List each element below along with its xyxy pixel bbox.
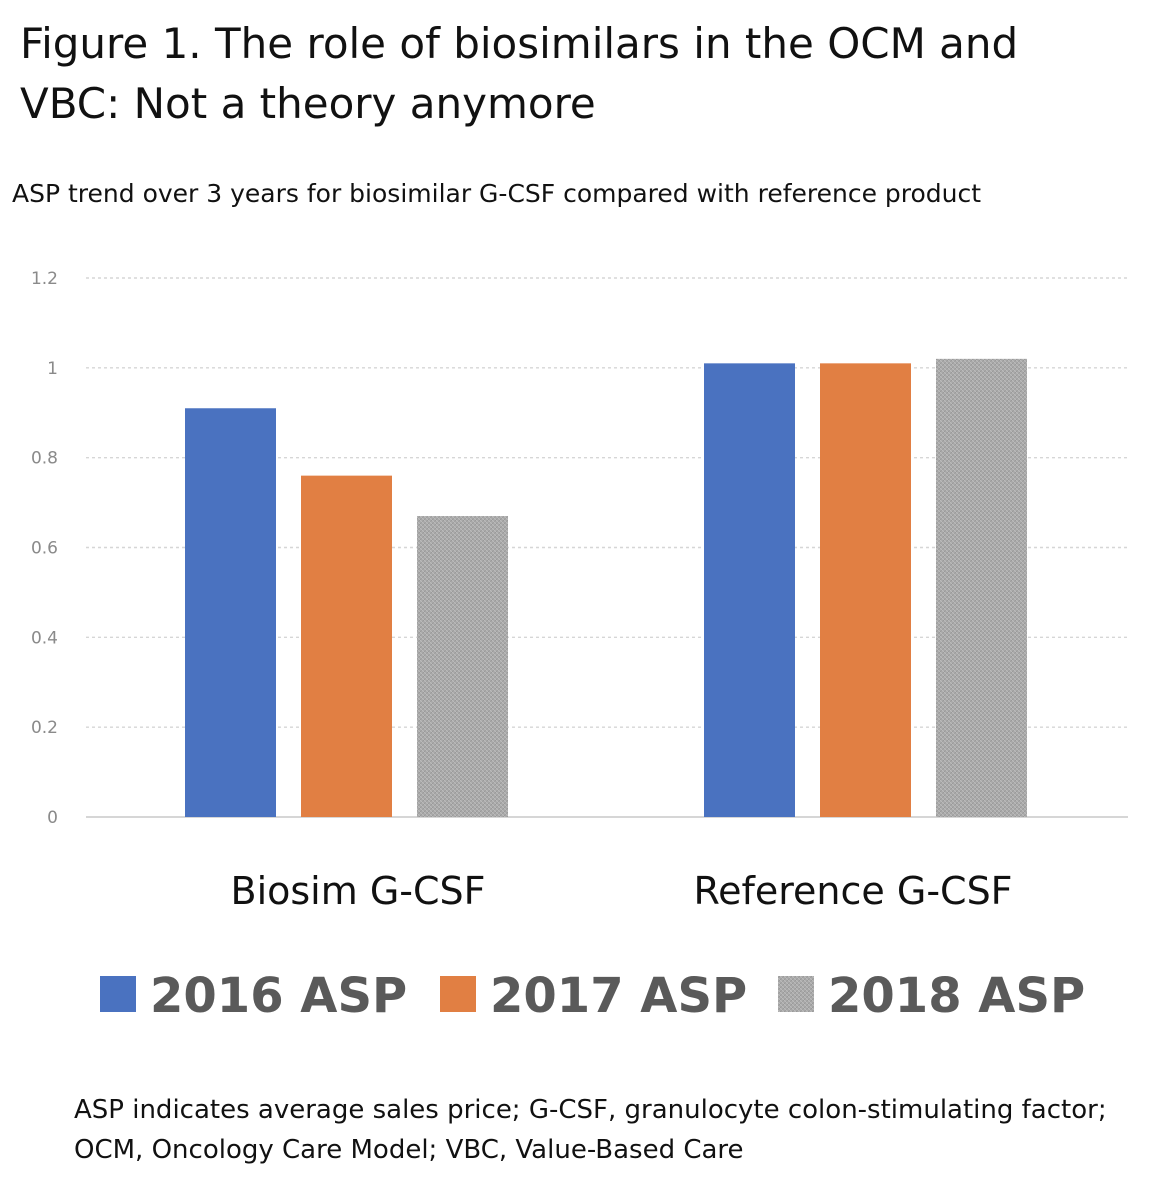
figure-title: Figure 1. The role of biosimilars in the… bbox=[20, 19, 1019, 128]
category-labels: Biosim G-CSF Reference G-CSF bbox=[231, 869, 1013, 913]
bar-chart: 0 0.2 0.4 0.6 0.8 1 1.2 Biosim G-CSF Reference … bbox=[31, 269, 1128, 1024]
bars bbox=[185, 358, 1027, 817]
bar-2017-asp-reference bbox=[820, 363, 911, 817]
chart-subtitle: ASP trend over 3 years for biosimilar G-… bbox=[12, 179, 982, 208]
footnote: ASP indicates average sales price; G-CSF… bbox=[74, 1095, 1107, 1165]
bar-2018-asp-reference bbox=[936, 358, 1027, 817]
legend-label: 2018 ASP bbox=[828, 968, 1085, 1024]
legend-label: 2017 ASP bbox=[490, 968, 747, 1024]
legend: 2016 ASP 2017 ASP 2018 ASP bbox=[100, 968, 1085, 1024]
y-axis-ticks: 0 0.2 0.4 0.6 0.8 1 1.2 bbox=[31, 269, 58, 828]
legend-swatch bbox=[440, 976, 476, 1012]
y-tick-label: 1 bbox=[47, 359, 58, 379]
bar-2016-asp-biosim bbox=[185, 408, 276, 817]
y-tick-label: 0.4 bbox=[31, 628, 58, 648]
bar-2017-asp-biosim bbox=[301, 475, 392, 817]
bar-2016-asp-reference bbox=[704, 363, 795, 817]
bar-2018-asp-biosim bbox=[417, 516, 508, 817]
category-label: Biosim G-CSF bbox=[231, 869, 486, 913]
y-tick-label: 0.6 bbox=[31, 539, 58, 559]
y-tick-label: 0.8 bbox=[31, 449, 58, 469]
legend-swatch bbox=[100, 976, 136, 1012]
legend-label: 2016 ASP bbox=[150, 968, 407, 1024]
y-tick-label: 1.2 bbox=[31, 269, 58, 289]
category-label: Reference G-CSF bbox=[693, 869, 1012, 913]
y-tick-label: 0.2 bbox=[31, 718, 58, 738]
y-tick-label: 0 bbox=[47, 808, 58, 828]
legend-swatch bbox=[778, 976, 814, 1012]
